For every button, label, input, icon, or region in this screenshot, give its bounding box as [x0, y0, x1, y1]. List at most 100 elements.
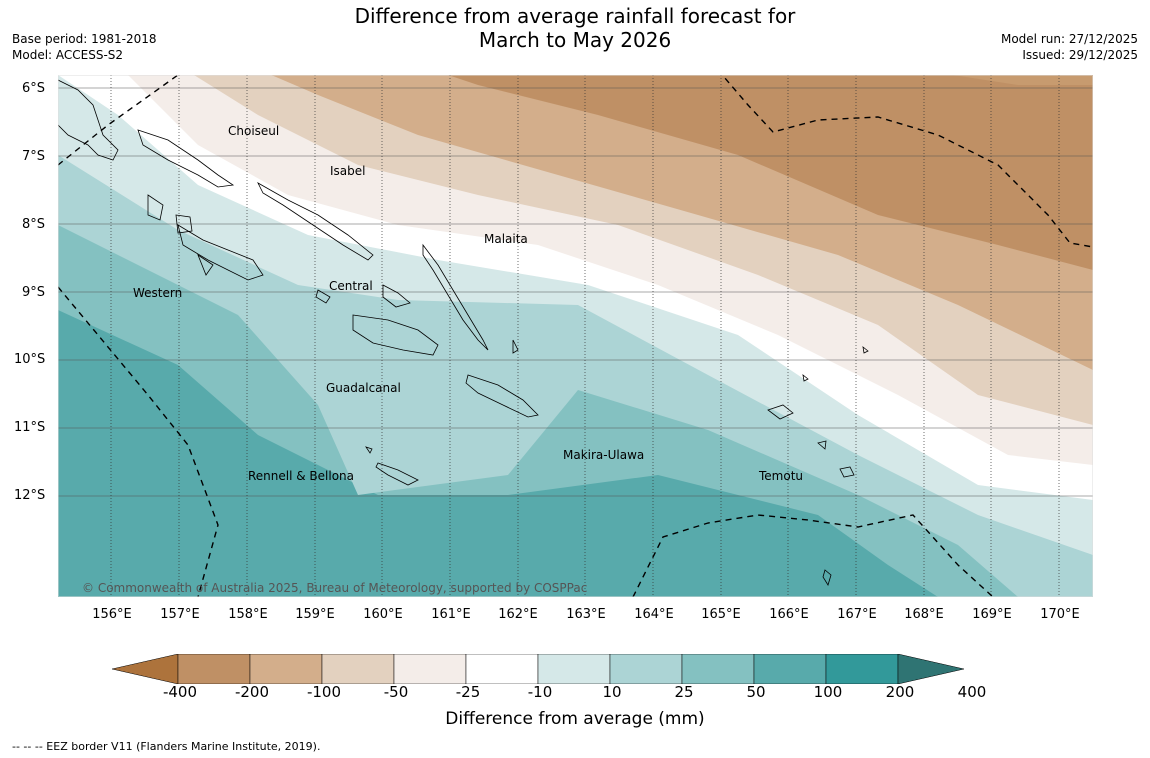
nggela-islands [382, 284, 411, 308]
malaita-island [422, 243, 489, 351]
title-line-2: March to May 2026 [478, 28, 672, 52]
ulawa-island [512, 339, 519, 354]
model-name: Model: ACCESS-S2 [12, 48, 124, 62]
base-period: Base period: 1981-2018 [12, 32, 157, 46]
lon-label: 164°E [634, 607, 674, 622]
colorbar-tick: -50 [383, 683, 409, 701]
band-minus200 [953, 75, 1093, 85]
kolombangara-island [175, 214, 193, 234]
region-label-guadalcanal: Guadalcanal [326, 381, 401, 395]
rendova-island [197, 253, 214, 276]
vella-lavella-island [147, 194, 164, 221]
bougainville-island [58, 79, 119, 161]
lon-label: 159°E [295, 607, 335, 622]
lon-label: 161°E [431, 607, 471, 622]
colorbar-extend-low [112, 654, 179, 684]
lon-label: 165°E [701, 607, 741, 622]
utupua-island [817, 440, 827, 450]
colorbar-cell [177, 654, 251, 684]
colorbar-label: Difference from average (mm) [445, 709, 705, 729]
latitude-gridlines [58, 87, 1093, 497]
vanikoro-island [839, 466, 855, 478]
lon-label: 167°E [837, 607, 877, 622]
region-label-choiseul: Choiseul [228, 124, 280, 138]
eez-legend-note: -- -- -- EEZ border V11 (Flanders Marine… [12, 740, 321, 753]
choiseul-island [137, 129, 235, 188]
region-label-rennell-bellona: Rennell & Bellona [248, 469, 355, 483]
eez-borders [58, 75, 1093, 597]
colorbar-cell [825, 654, 899, 684]
lon-label: 163°E [566, 607, 606, 622]
colorbar-tick: 25 [674, 683, 694, 701]
eez-border-nw [58, 75, 179, 166]
region-label-western: Western [133, 286, 183, 300]
colorbar-cell [465, 654, 539, 684]
lat-label: 6°S [22, 81, 46, 96]
lon-label: 162°E [498, 607, 538, 622]
longitude-gridlines [110, 75, 1060, 597]
russell-islands [315, 289, 331, 304]
title-line-1: Difference from average rainfall forecas… [354, 4, 796, 28]
colorbar-cell [393, 654, 467, 684]
band-minus100 [448, 75, 1093, 270]
copyright-notice: © Commonwealth of Australia 2025, Bureau… [82, 581, 588, 595]
tikopia-island [822, 569, 832, 586]
colorbar-extend-high [897, 654, 965, 684]
colorbar-cell [249, 654, 323, 684]
reef-islands [862, 346, 869, 354]
lon-label: 160°E [363, 607, 403, 622]
colorbar-tick: 200 [885, 683, 915, 701]
lat-label: 9°S [22, 285, 46, 300]
eez-border-sw [58, 286, 219, 597]
makira-island [465, 374, 539, 418]
colorbar-tick: -400 [162, 683, 198, 701]
lat-label: 11°S [14, 420, 46, 435]
eez-border-ne [721, 75, 1093, 248]
colorbar-tick: -25 [455, 683, 481, 701]
lat-label: 10°S [14, 352, 46, 367]
region-label-central: Central [329, 279, 373, 293]
region-label-makira-ulawa: Makira-Ulawa [563, 448, 645, 462]
rainfall-map [58, 75, 1093, 597]
lat-label: 12°S [14, 488, 46, 503]
lat-label: 8°S [22, 217, 46, 232]
colorbar [112, 654, 965, 684]
colorbar-cell [681, 654, 755, 684]
region-label-temotu: Temotu [759, 469, 804, 483]
lon-label: 170°E [1040, 607, 1080, 622]
colorbar-tick: 50 [746, 683, 766, 701]
colorbar-cell [753, 654, 827, 684]
model-run: Model run: 27/12/2025 [1000, 32, 1138, 46]
colorbar-tick: 100 [813, 683, 843, 701]
lon-label: 156°E [92, 607, 132, 622]
colorbar-tick: -10 [527, 683, 553, 701]
lon-label: 169°E [972, 607, 1012, 622]
region-label-isabel: Isabel [330, 164, 366, 178]
colorbar-cell [609, 654, 683, 684]
lon-label: 168°E [904, 607, 944, 622]
meta-right: Model run: 27/12/2025 Issued: 29/12/2025 [1001, 31, 1138, 63]
guadalcanal-island [352, 314, 439, 356]
colorbar-tick: 10 [602, 683, 622, 701]
colorbar-cell [537, 654, 611, 684]
island-outlines [58, 79, 869, 586]
lat-label: 7°S [22, 149, 46, 164]
meta-left: Base period: 1981-2018 Model: ACCESS-S2 [12, 31, 157, 63]
lon-label: 158°E [228, 607, 268, 622]
eez-border-se [632, 514, 994, 597]
lon-label: 166°E [769, 607, 809, 622]
map-title: Difference from average rainfall forecas… [0, 4, 1150, 52]
lon-label: 157°E [160, 607, 200, 622]
rennell-island [375, 462, 419, 486]
new-georgia-island [177, 224, 264, 281]
colorbar-tick: 400 [957, 683, 987, 701]
duff-islands [802, 374, 809, 382]
isabel-island [257, 182, 374, 261]
region-label-malaita: Malaita [484, 232, 528, 246]
colorbar-tick: -100 [306, 683, 342, 701]
colorbar-tick: -200 [234, 683, 270, 701]
santa-cruz-island [767, 404, 794, 420]
colorbar-cell [321, 654, 395, 684]
bellona-island [365, 446, 373, 454]
issued-date: Issued: 29/12/2025 [1022, 48, 1138, 62]
